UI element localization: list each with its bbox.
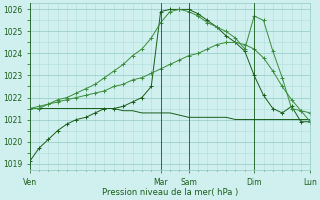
X-axis label: Pression niveau de la mer( hPa ): Pression niveau de la mer( hPa ) xyxy=(102,188,238,197)
